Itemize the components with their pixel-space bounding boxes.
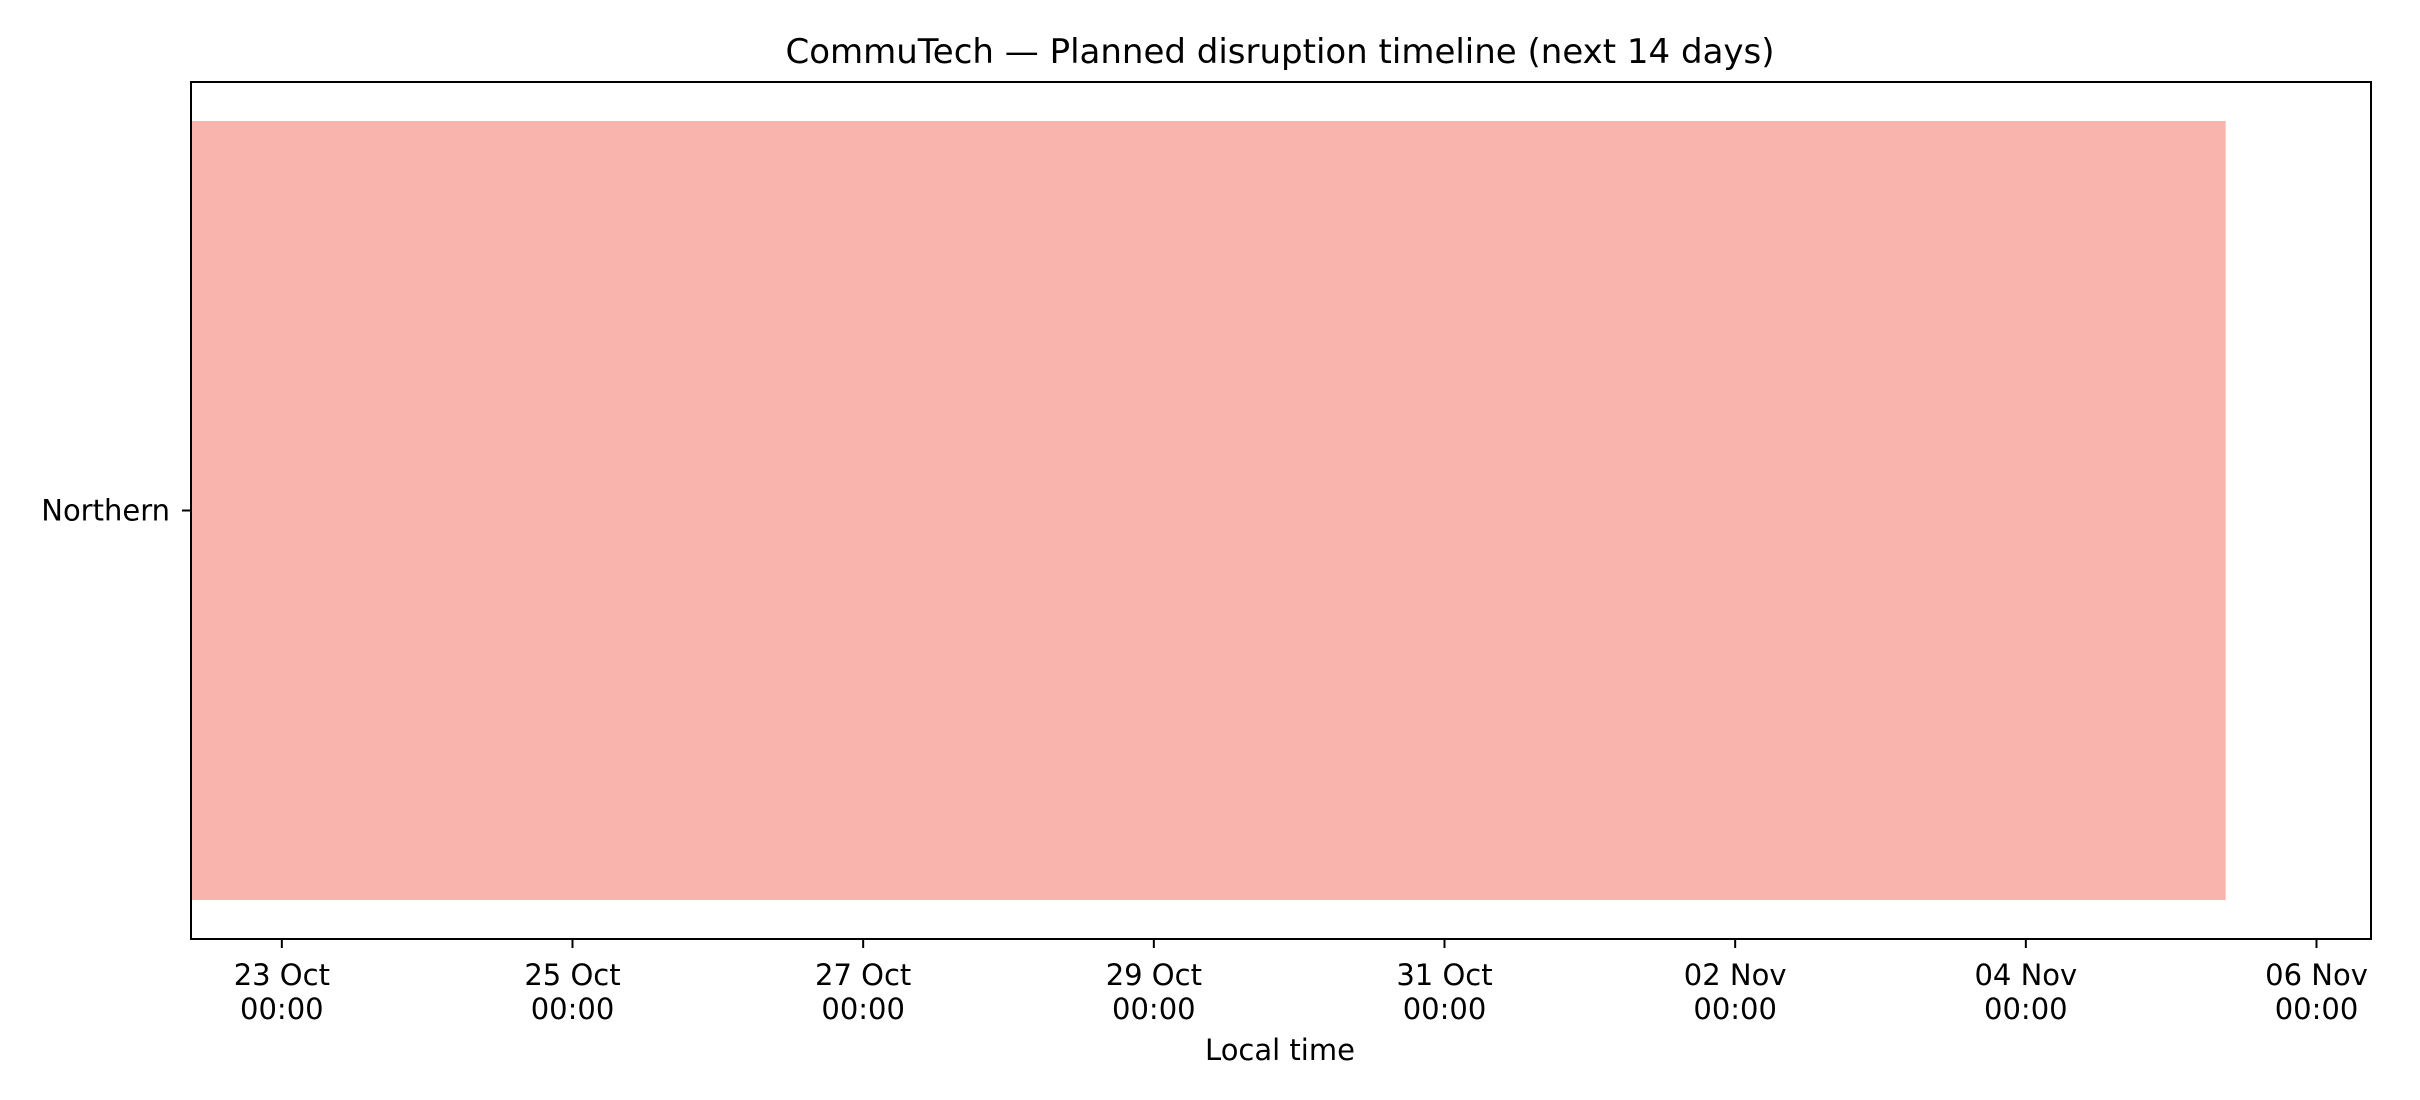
chart-title: CommuTech — Planned disruption timeline … bbox=[785, 32, 1774, 72]
x-tick-label-time: 00:00 bbox=[1112, 992, 1196, 1026]
x-tick-label: 23 Oct bbox=[234, 958, 330, 992]
x-tick-label-time: 00:00 bbox=[1693, 992, 1777, 1026]
x-tick-label-time: 00:00 bbox=[240, 992, 324, 1026]
x-tick-label-time: 00:00 bbox=[531, 992, 615, 1026]
x-tick-label-time: 00:00 bbox=[1403, 992, 1487, 1026]
x-tick-label: 25 Oct bbox=[524, 958, 620, 992]
bars-group bbox=[191, 121, 2226, 900]
plot-area bbox=[190, 81, 2372, 940]
x-tick-label: 06 Nov bbox=[2265, 958, 2368, 992]
x-tick-label: 31 Oct bbox=[1396, 958, 1492, 992]
x-axis-label: Local time bbox=[1205, 1033, 1355, 1067]
disruption-bar-northern bbox=[191, 121, 2226, 900]
x-tick-label-time: 00:00 bbox=[2275, 992, 2359, 1026]
y-axis: Northern bbox=[41, 494, 191, 528]
x-tick-label: 02 Nov bbox=[1684, 958, 1787, 992]
x-tick-label: 27 Oct bbox=[815, 958, 911, 992]
y-tick-label: Northern bbox=[41, 494, 170, 528]
x-tick-label: 29 Oct bbox=[1106, 958, 1202, 992]
x-tick-label: 04 Nov bbox=[1974, 958, 2077, 992]
x-tick-label-time: 00:00 bbox=[821, 992, 905, 1026]
x-tick-label-time: 00:00 bbox=[1984, 992, 2068, 1026]
